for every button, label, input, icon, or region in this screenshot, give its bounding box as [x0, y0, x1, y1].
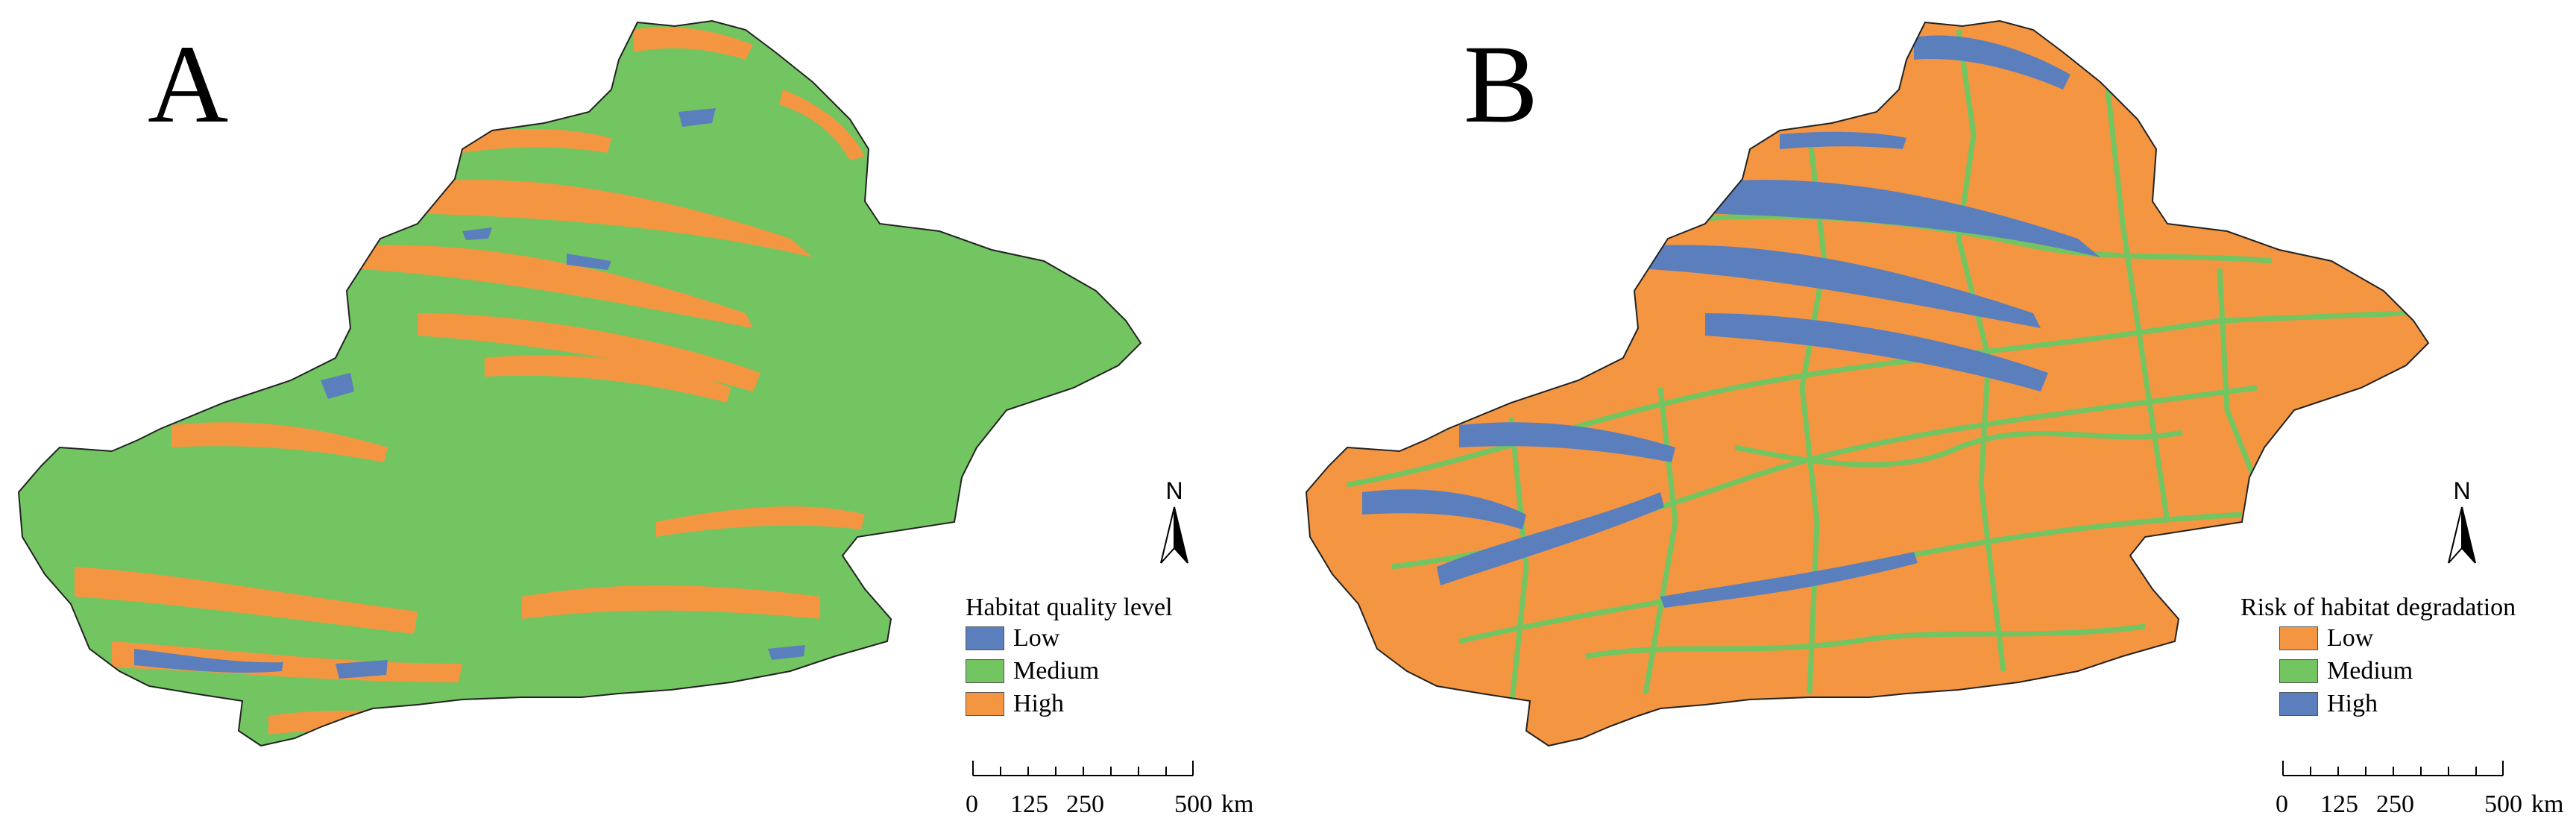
- scale-unit: km: [2531, 790, 2564, 818]
- map-panel-a: A: [18, 20, 1253, 820]
- north-arrow-icon: N: [1152, 477, 1197, 582]
- legend-label: Medium: [1013, 657, 1100, 685]
- arrow-shape: [1160, 506, 1188, 564]
- arrow-shape: [2448, 506, 2476, 564]
- legend: Habitat quality level Low Medium High: [966, 595, 1173, 719]
- panel-label: B: [1464, 22, 1539, 146]
- scale-tick-label: 125: [1010, 790, 1048, 818]
- panel-label: A: [148, 22, 229, 146]
- legend-label: Low: [1013, 624, 1060, 652]
- legend-label: High: [1013, 690, 1064, 717]
- legend-label: High: [2327, 690, 2378, 717]
- legend-item: High: [2279, 689, 2516, 719]
- legend-swatch: [2279, 659, 2318, 683]
- legend-item: Low: [966, 623, 1173, 653]
- north-letter: N: [2453, 477, 2471, 504]
- legend-swatch: [2279, 692, 2318, 716]
- legend-label: Low: [2327, 624, 2374, 652]
- legend-swatch: [966, 659, 1004, 683]
- scale-bar-line: [972, 761, 1194, 776]
- scale-tick-label: 250: [1066, 790, 1104, 818]
- scale-bar-line: [2282, 761, 2504, 776]
- legend-item: Medium: [966, 656, 1173, 686]
- scale-tick-label: 500: [1174, 790, 1212, 818]
- scale-bar: 0 125 250 500 km: [966, 753, 1253, 820]
- legend-title: Habitat quality level: [966, 594, 1173, 621]
- map-panel-b: B: [1288, 0, 2576, 830]
- legend-item: Medium: [2279, 656, 2516, 686]
- scale-tick-label: 500: [2484, 790, 2522, 818]
- habitat-quality-map: [18, 20, 1141, 746]
- high-quality-patches: [75, 27, 865, 735]
- scale-tick-label: 250: [2376, 790, 2414, 818]
- degradation-risk-map: [1306, 20, 2429, 746]
- scale-tick-label: 125: [2320, 790, 2358, 818]
- legend-swatch: [966, 626, 1004, 650]
- scale-unit: km: [1221, 790, 1254, 818]
- legend-title: Risk of habitat degradation: [2240, 594, 2516, 621]
- legend-item: High: [966, 689, 1173, 719]
- legend-swatch: [2279, 626, 2318, 650]
- legend: Risk of habitat degradation Low Medium H…: [2240, 595, 2516, 719]
- high-risk-zones: [1362, 35, 2100, 608]
- scale-bar: 0 125 250 500 km: [2276, 753, 2563, 820]
- north-arrow-icon: N: [2440, 477, 2484, 582]
- north-letter: N: [1165, 477, 1183, 504]
- scale-tick-label: 0: [2276, 790, 2288, 818]
- scale-tick-label: 0: [966, 790, 978, 818]
- legend-label: Medium: [2327, 657, 2413, 685]
- low-quality-patches: [134, 108, 805, 679]
- legend-item: Low: [2279, 623, 2516, 653]
- legend-swatch: [966, 692, 1004, 716]
